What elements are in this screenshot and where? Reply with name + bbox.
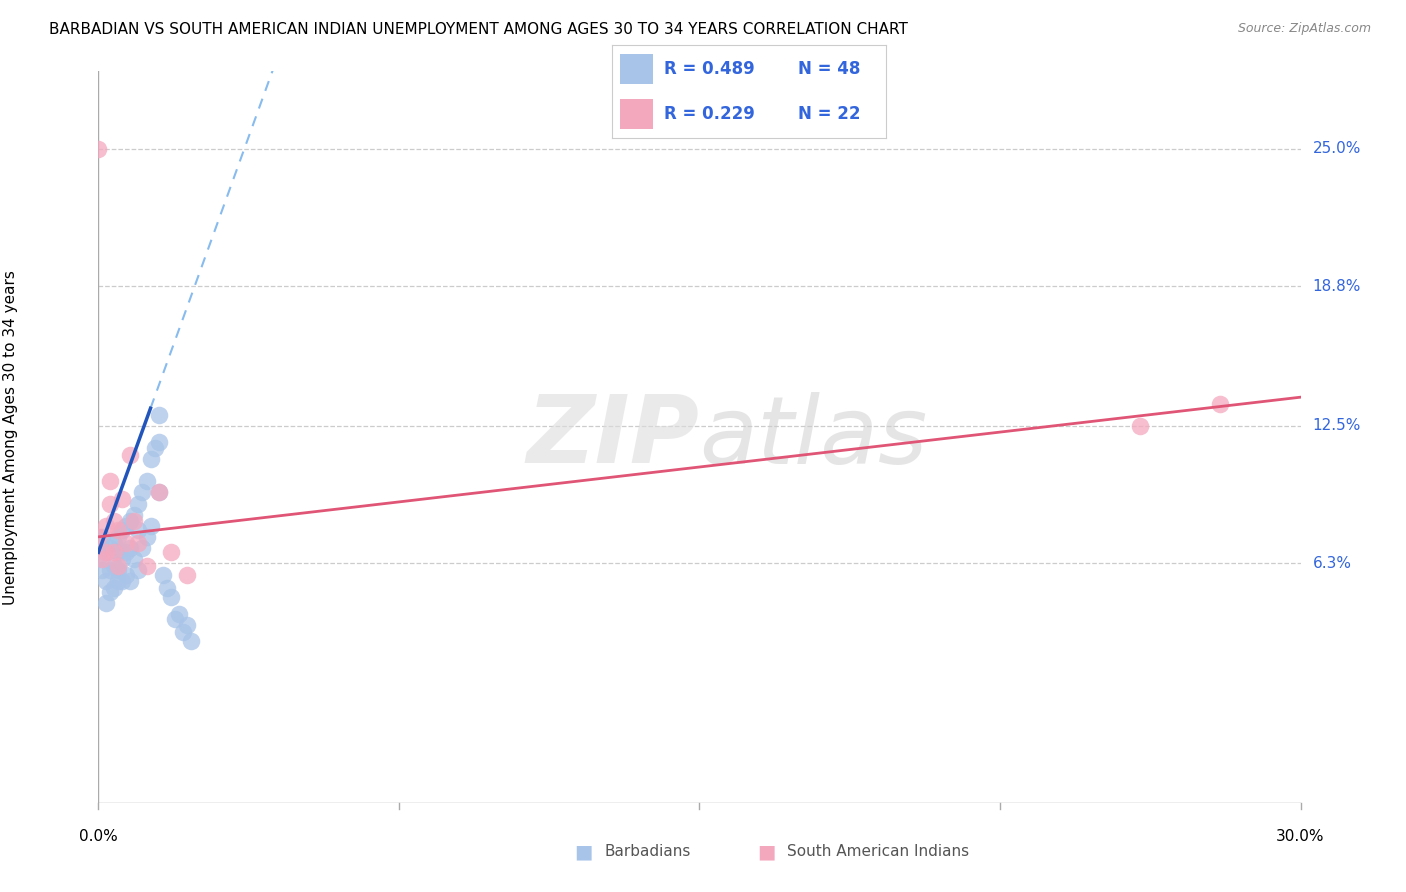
Point: [124, 514, 146, 528]
Point: [128, 497, 150, 511]
Point: [96, 574, 118, 589]
Point: [128, 563, 150, 577]
Point: [163, 612, 186, 626]
Point: [152, 567, 174, 582]
Text: ZIP: ZIP: [527, 391, 699, 483]
Point: [91, 552, 114, 566]
Text: 25.0%: 25.0%: [1313, 142, 1361, 156]
Point: [167, 607, 190, 622]
Point: [131, 541, 153, 555]
Point: [103, 558, 125, 573]
Point: [103, 514, 125, 528]
Point: [103, 536, 125, 550]
Point: [135, 475, 157, 489]
Point: [87, 552, 110, 566]
Point: [159, 545, 181, 559]
Point: [115, 518, 138, 533]
Point: [148, 408, 170, 422]
Point: [120, 514, 142, 528]
Point: [96, 545, 118, 559]
Point: [120, 574, 142, 589]
Point: [103, 545, 125, 559]
Point: [96, 518, 118, 533]
Point: [91, 530, 114, 544]
Point: [107, 558, 129, 573]
Point: [111, 552, 134, 566]
Text: Unemployment Among Ages 30 to 34 years: Unemployment Among Ages 30 to 34 years: [3, 269, 18, 605]
Point: [143, 441, 166, 455]
Point: [107, 523, 129, 537]
Bar: [620, 99, 652, 129]
Point: [176, 567, 198, 582]
Point: [1129, 419, 1152, 434]
Point: [111, 574, 134, 589]
Text: 18.8%: 18.8%: [1313, 279, 1361, 293]
Point: [100, 563, 122, 577]
Point: [115, 567, 138, 582]
Point: [159, 590, 181, 604]
Point: [107, 545, 129, 559]
Point: [1209, 397, 1232, 411]
Point: [176, 618, 198, 632]
Text: R = 0.489: R = 0.489: [664, 60, 755, 78]
Text: N = 48: N = 48: [799, 60, 860, 78]
Point: [139, 518, 162, 533]
Text: BARBADIAN VS SOUTH AMERICAN INDIAN UNEMPLOYMENT AMONG AGES 30 TO 34 YEARS CORREL: BARBADIAN VS SOUTH AMERICAN INDIAN UNEMP…: [49, 22, 908, 37]
Point: [148, 485, 170, 500]
Text: 30.0%: 30.0%: [1277, 830, 1324, 845]
Point: [120, 541, 142, 555]
Point: [96, 596, 118, 610]
Point: [96, 545, 118, 559]
Point: [115, 536, 138, 550]
Point: [100, 585, 122, 599]
Point: [87, 530, 110, 544]
Text: 6.3%: 6.3%: [1313, 556, 1351, 571]
Point: [124, 552, 146, 566]
Point: [135, 558, 157, 573]
Bar: [620, 54, 652, 84]
Text: ■: ■: [756, 842, 776, 862]
Point: [107, 530, 129, 544]
Text: atlas: atlas: [699, 392, 928, 483]
Text: South American Indians: South American Indians: [787, 845, 970, 859]
Point: [131, 485, 153, 500]
Text: N = 22: N = 22: [799, 105, 860, 123]
Point: [107, 563, 129, 577]
Text: ■: ■: [574, 842, 593, 862]
Point: [148, 485, 170, 500]
Point: [155, 581, 177, 595]
Point: [172, 625, 194, 640]
Point: [100, 497, 122, 511]
Text: 0.0%: 0.0%: [79, 830, 118, 845]
Point: [135, 530, 157, 544]
Text: Source: ZipAtlas.com: Source: ZipAtlas.com: [1237, 22, 1371, 36]
Point: [128, 536, 150, 550]
Text: R = 0.229: R = 0.229: [664, 105, 755, 123]
Point: [139, 452, 162, 467]
Text: 12.5%: 12.5%: [1313, 418, 1361, 434]
Point: [115, 545, 138, 559]
Point: [148, 434, 170, 449]
Point: [91, 563, 114, 577]
Point: [180, 634, 202, 648]
Point: [87, 142, 110, 156]
Point: [100, 541, 122, 555]
Point: [128, 523, 150, 537]
Point: [111, 492, 134, 507]
Text: Barbadians: Barbadians: [605, 845, 690, 859]
Point: [100, 475, 122, 489]
Point: [120, 448, 142, 462]
Point: [111, 523, 134, 537]
Point: [103, 581, 125, 595]
Point: [124, 508, 146, 522]
Point: [107, 574, 129, 589]
